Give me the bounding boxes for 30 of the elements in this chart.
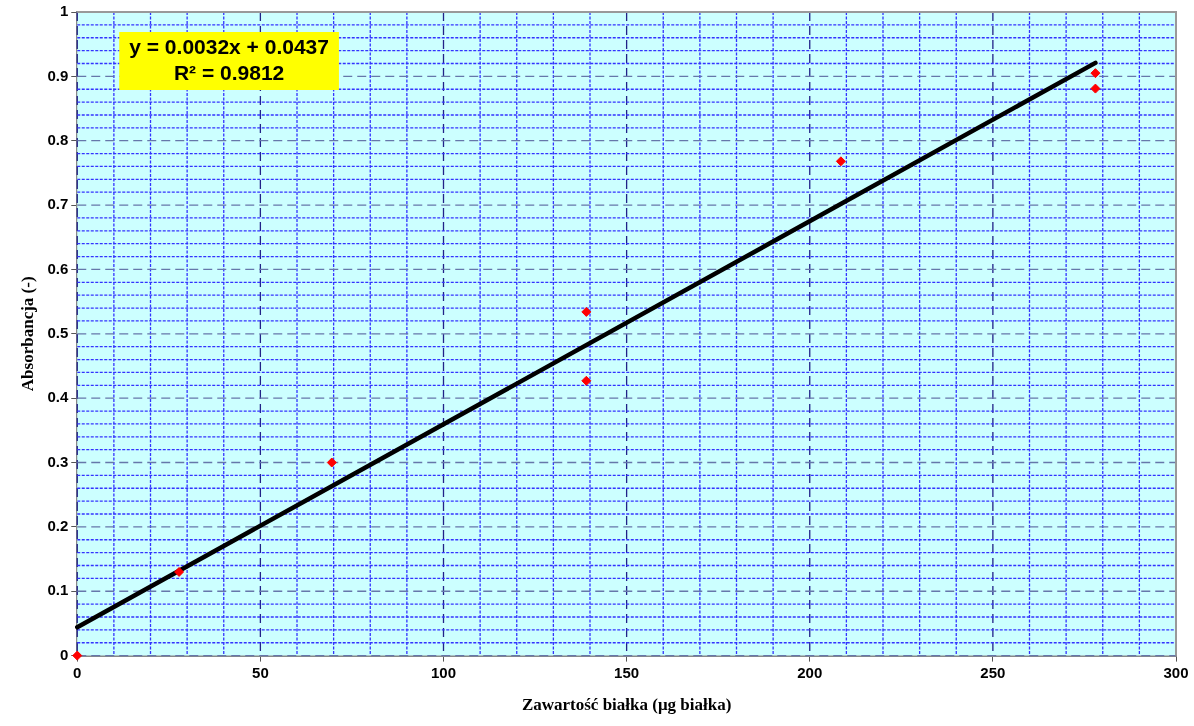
y-tick-label: 0.6 bbox=[47, 259, 69, 277]
y-tick-label: 0 bbox=[59, 645, 69, 663]
y-tick-label: 0.7 bbox=[47, 195, 69, 213]
x-tick-label: 200 bbox=[797, 663, 823, 681]
annotation: R² = 0.9812 bbox=[173, 60, 285, 84]
point bbox=[174, 566, 185, 577]
y-tick-label: 0.2 bbox=[47, 517, 69, 535]
point bbox=[326, 457, 337, 468]
y-tick-label: 0.4 bbox=[47, 388, 69, 406]
x-tick-label: 300 bbox=[1163, 663, 1189, 681]
x-tick-label: 100 bbox=[430, 663, 457, 681]
annotation: y = 0.0032x + 0.0437 bbox=[129, 34, 329, 58]
x-axis-title: Zawartość białka (μg białka) bbox=[521, 695, 732, 715]
point bbox=[1090, 68, 1101, 79]
y-axis-title: Absorbancja (-) bbox=[17, 276, 37, 392]
point bbox=[581, 306, 592, 317]
point bbox=[72, 650, 83, 661]
point bbox=[1090, 83, 1101, 94]
x-tick-label: 150 bbox=[614, 663, 640, 681]
y-tick-label: 1 bbox=[59, 2, 69, 20]
y-tick-label: 0.1 bbox=[47, 581, 69, 599]
x-tick-label: 50 bbox=[252, 663, 269, 681]
x-tick-label: 250 bbox=[980, 663, 1006, 681]
y-tick-label: 0.8 bbox=[47, 130, 69, 148]
y-tick-label: 0.5 bbox=[47, 323, 69, 341]
x-tick-label: 0 bbox=[73, 663, 82, 681]
y-tick-label: 0.9 bbox=[47, 66, 69, 84]
point bbox=[835, 156, 846, 167]
y-tick-label: 0.3 bbox=[47, 452, 69, 470]
point bbox=[581, 375, 592, 386]
